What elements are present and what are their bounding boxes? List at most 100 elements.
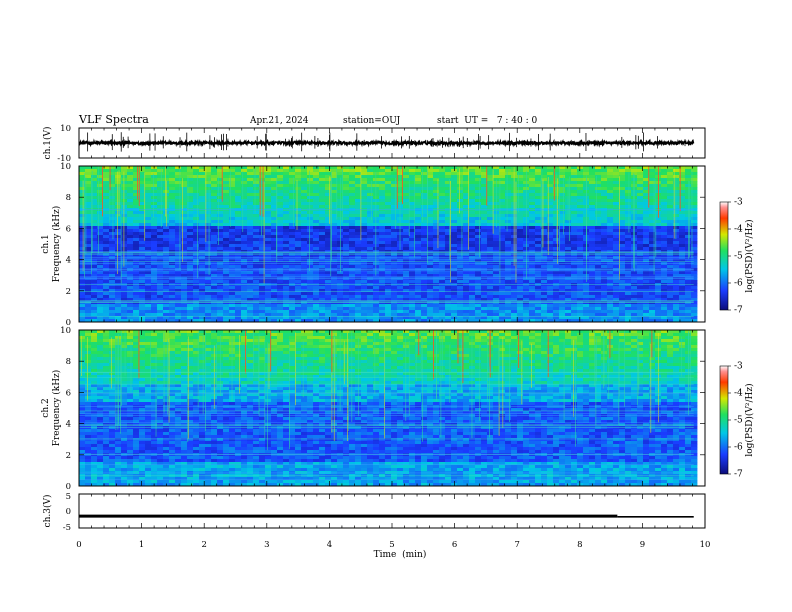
spectrogram-cell — [361, 172, 368, 176]
spectrogram-cell — [529, 295, 536, 299]
spectrogram-cell — [211, 280, 218, 284]
spectrogram-cell — [457, 295, 464, 299]
spectrogram-cell — [571, 193, 578, 197]
spectrogram-cell — [643, 196, 650, 200]
spectrogram-cell — [373, 307, 380, 311]
spectrogram-cell — [127, 307, 134, 311]
spectrogram-cell — [535, 262, 542, 266]
spectrogram-cell — [631, 271, 638, 275]
spectrogram-cell — [247, 184, 254, 188]
spectrogram-cell — [169, 307, 176, 311]
spectrogram-cell — [661, 172, 668, 176]
spectrogram-cell — [115, 220, 122, 224]
spectrogram-cell — [523, 280, 530, 284]
spectrogram-cell — [175, 175, 182, 179]
spectrogram-cell — [217, 289, 224, 293]
spectrogram-cell — [109, 307, 116, 311]
spectrogram-cell — [313, 289, 320, 293]
spectrogram-cell — [133, 214, 140, 218]
spectrogram-cell — [157, 274, 164, 278]
spectrogram-cell — [565, 172, 572, 176]
spectrogram-cell — [289, 193, 296, 197]
spectrogram-cell — [151, 169, 158, 173]
spectrogram-cell — [145, 205, 152, 209]
spectrogram-cell — [547, 199, 554, 203]
spectrogram-cell — [691, 190, 698, 194]
spectrogram-cell — [589, 253, 596, 257]
spectrogram-cell — [481, 172, 488, 176]
spectrogram-cell — [127, 262, 134, 266]
spectrogram-cell — [211, 247, 218, 251]
spectrogram-cell — [373, 175, 380, 179]
spectrogram-cell — [625, 235, 632, 239]
spectrogram-cell — [409, 241, 416, 245]
spectrogram-cell — [385, 166, 392, 170]
spectrogram-cell — [667, 229, 674, 233]
spectrogram-cell — [487, 271, 494, 275]
spectrogram-cell — [637, 196, 644, 200]
spectrogram-cell — [415, 280, 422, 284]
spectrogram-cell — [625, 280, 632, 284]
spectrogram-cell — [427, 178, 434, 182]
spectrogram-cell — [205, 274, 212, 278]
spectrogram-cell — [439, 184, 446, 188]
spectrogram-cell — [511, 274, 518, 278]
spectrogram-cell — [91, 220, 98, 224]
spectrogram-cell — [379, 292, 386, 296]
spectrogram-cell — [325, 166, 332, 170]
spectrogram-cell — [475, 166, 482, 170]
spectrogram-cell — [331, 274, 338, 278]
spectrogram-cell — [91, 223, 98, 227]
spectrogram-cell — [139, 178, 146, 182]
spectrogram-cell — [283, 307, 290, 311]
spectrogram-cell — [439, 220, 446, 224]
spectrogram-cell — [541, 202, 548, 206]
spectrogram-cell — [667, 298, 674, 302]
spectrogram-cell — [403, 247, 410, 251]
spectrogram-cell — [433, 280, 440, 284]
spectrogram-cell — [253, 274, 260, 278]
spectrogram-cell — [187, 235, 194, 239]
spectrogram-cell — [487, 229, 494, 233]
spectrogram-cell — [691, 268, 698, 272]
spectrogram-cell — [667, 262, 674, 266]
spectrogram-cell — [253, 190, 260, 194]
spectrogram-cell — [655, 259, 662, 263]
spectrogram-cell — [139, 235, 146, 239]
spectrogram-cell — [235, 202, 242, 206]
spectrogram-cell — [193, 214, 200, 218]
spectrogram-cell — [487, 169, 494, 173]
spectrogram-cell — [403, 280, 410, 284]
spectrogram-cell — [235, 241, 242, 245]
spectrogram-cell — [643, 265, 650, 269]
spectrogram-cell — [109, 235, 116, 239]
spectrogram-cell — [661, 289, 668, 293]
spectrogram-cell — [133, 229, 140, 233]
spectrogram-cell — [229, 178, 236, 182]
spectrogram-cell — [223, 181, 230, 185]
spectrogram-cell — [643, 232, 650, 236]
spectrogram-cell — [277, 298, 284, 302]
spectrogram-cell — [373, 244, 380, 248]
spectrogram-cell — [601, 292, 608, 296]
spectrogram-cell — [427, 193, 434, 197]
spectrogram-cell — [157, 253, 164, 257]
spectrogram-cell — [283, 175, 290, 179]
spectrogram-cell — [613, 289, 620, 293]
spectrogram-cell — [235, 199, 242, 203]
spectrogram-cell — [253, 304, 260, 308]
spectrogram-cell — [181, 295, 188, 299]
spectrogram-cell — [439, 202, 446, 206]
spectrogram-cell — [379, 265, 386, 269]
spectrogram-cell — [397, 259, 404, 263]
spectrogram-cell — [355, 241, 362, 245]
spectrogram-cell — [661, 220, 668, 224]
spectrogram-cell — [625, 181, 632, 185]
spectrogram-cell — [391, 232, 398, 236]
spectrogram-cell — [301, 253, 308, 257]
spectrogram-cell — [361, 253, 368, 257]
spectrogram-cell — [367, 241, 374, 245]
spectrogram-cell — [175, 223, 182, 227]
spectrogram-cell — [283, 274, 290, 278]
spectrogram-cell — [517, 199, 524, 203]
